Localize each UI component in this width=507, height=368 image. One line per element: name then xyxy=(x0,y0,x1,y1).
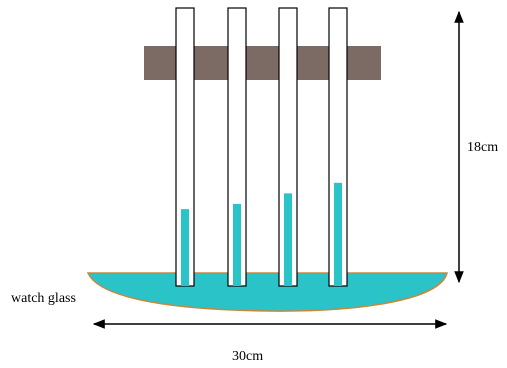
liquid-column xyxy=(334,182,342,286)
watch-glass xyxy=(86,272,448,312)
liquid-column xyxy=(181,209,189,286)
height-label: 18cm xyxy=(467,140,498,155)
capillary-tubes xyxy=(175,7,348,287)
width-label: 30cm xyxy=(232,349,263,364)
watch-glass-label: watch glass xyxy=(11,291,76,306)
liquid-column xyxy=(233,203,241,286)
liquid-column xyxy=(284,193,292,286)
